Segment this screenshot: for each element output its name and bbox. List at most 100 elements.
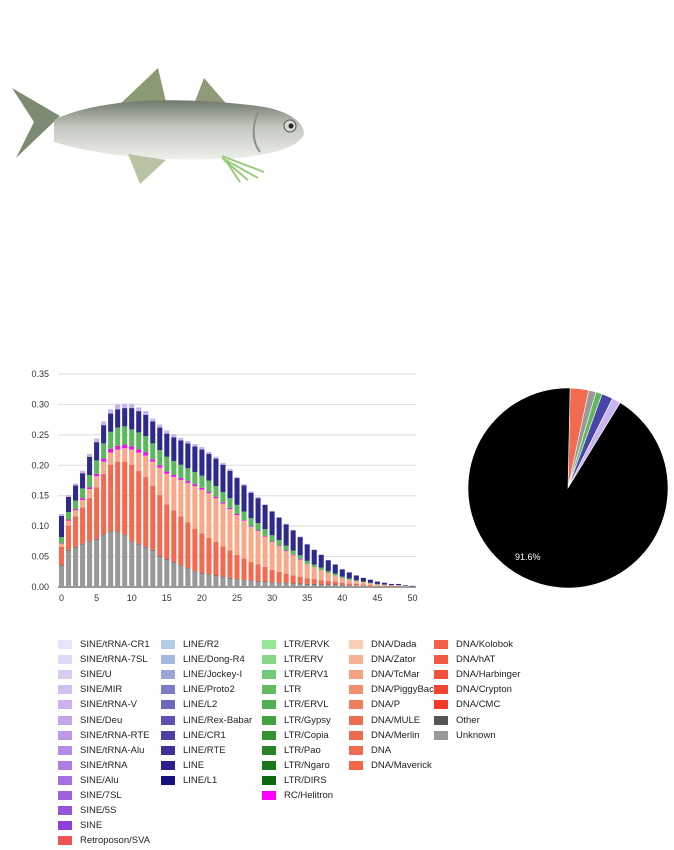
legend-label: LINE/L1	[183, 774, 218, 786]
bar-segment	[339, 585, 345, 587]
bar-segment	[171, 476, 177, 511]
bar-segment	[346, 572, 352, 579]
bar-segment	[311, 566, 317, 580]
legend-swatch	[58, 790, 72, 800]
legend-swatch	[161, 775, 175, 785]
bar-segment	[66, 495, 72, 497]
fish-illustration	[12, 68, 304, 184]
x-tick-label: 20	[197, 593, 207, 603]
legend-item: Other	[434, 712, 520, 727]
bar-segment	[213, 458, 219, 486]
bar-segment	[101, 461, 107, 474]
bar-segment	[297, 537, 303, 556]
legend-item: DNA/Kolobok	[434, 637, 520, 652]
bar-segment	[115, 427, 121, 446]
bar-segment	[283, 582, 289, 584]
legend-item: DNA/CMC	[434, 697, 520, 712]
legend-label: DNA/PiggyBac	[371, 684, 434, 696]
bar-segment	[227, 507, 233, 510]
legend-column: LTR/ERVK LTR/ERV LTR/ERV1 LTR LTR/ERVL LTR/Gy…	[262, 637, 333, 803]
bar-segment	[346, 585, 352, 587]
bar-segment	[339, 577, 345, 583]
bar-segment	[178, 440, 184, 465]
bar-segment	[164, 456, 170, 472]
bar-segment	[276, 582, 282, 584]
bar-segment	[185, 481, 191, 483]
legend-item: LTR/Pao	[262, 743, 333, 758]
legend-label: SINE/tRNA	[80, 759, 128, 771]
bar-segment	[227, 470, 233, 499]
bar-segment	[367, 585, 373, 587]
legend-label: SINE/MIR	[80, 684, 123, 696]
bar-segment	[304, 563, 310, 579]
bar-segment	[311, 549, 317, 565]
legend-swatch	[434, 715, 448, 725]
bar-segment	[150, 549, 156, 551]
bar-segment	[339, 585, 345, 586]
y-tick-label: 0.35	[31, 369, 49, 379]
legend-swatch	[262, 775, 276, 785]
bar-segment	[374, 581, 380, 584]
bar-segment	[388, 586, 394, 587]
bar-segment	[206, 492, 212, 494]
bar-segment	[220, 492, 226, 503]
legend-swatch	[161, 745, 175, 755]
bar-segment	[206, 480, 212, 493]
bar-segment	[164, 471, 170, 474]
bar-segment	[234, 513, 240, 516]
legend-swatch	[262, 790, 276, 800]
bar-segment	[171, 437, 177, 462]
bar-segment	[311, 579, 317, 584]
bar-segment	[367, 582, 373, 584]
bar-segment	[150, 421, 156, 444]
legend-swatch	[58, 640, 72, 650]
bar-segment	[318, 580, 324, 585]
bar-segment	[220, 577, 226, 587]
bar-segment	[192, 571, 198, 587]
bar-segment	[353, 583, 359, 586]
legend-swatch	[58, 821, 72, 831]
bar-segment	[129, 408, 135, 430]
bar-segment	[178, 437, 184, 441]
bar-segment	[241, 485, 247, 512]
bar-segment	[108, 409, 114, 414]
bar-segment	[262, 536, 268, 567]
legend-item: DNA/Crypton	[434, 682, 520, 697]
legend-swatch	[262, 730, 276, 740]
bar-segment	[150, 485, 156, 550]
bar-segment	[136, 411, 142, 433]
legend-swatch	[58, 760, 72, 770]
x-tick-label: 25	[232, 593, 242, 603]
legend-label: LINE/Rex-Babar	[183, 714, 253, 726]
bar-segment	[87, 453, 93, 457]
legend-label: DNA/hAT	[456, 654, 496, 666]
bar-segment	[248, 492, 254, 519]
legend-label: DNA/Crypton	[456, 684, 512, 696]
bar-segment	[213, 485, 219, 497]
legend-swatch	[434, 685, 448, 695]
bar-segment	[332, 581, 338, 585]
bar-segment	[66, 496, 72, 513]
bar-segment	[199, 487, 205, 490]
bar-segment	[129, 541, 135, 587]
legend-swatch	[58, 775, 72, 785]
bar-segment	[262, 504, 268, 530]
bar-segment	[262, 529, 268, 536]
stacked-bars	[58, 403, 416, 587]
bar-segment	[108, 452, 114, 465]
bar-segment	[108, 531, 114, 533]
legend-label: SINE/Deu	[80, 714, 123, 726]
bar-segment	[206, 574, 212, 587]
legend-item: SINE/U	[58, 667, 150, 682]
bar-segment	[115, 531, 121, 533]
bar-segment	[304, 578, 310, 584]
x-tick-label: 40	[337, 593, 347, 603]
legend-label: LINE/Proto2	[183, 684, 235, 696]
bar-segment	[248, 526, 254, 563]
bar-segment	[325, 585, 331, 587]
bar-segment	[164, 433, 170, 457]
bar-segment	[353, 580, 359, 584]
legend-swatch	[161, 655, 175, 665]
bar-segment	[115, 449, 121, 462]
bar-segment	[80, 507, 86, 544]
